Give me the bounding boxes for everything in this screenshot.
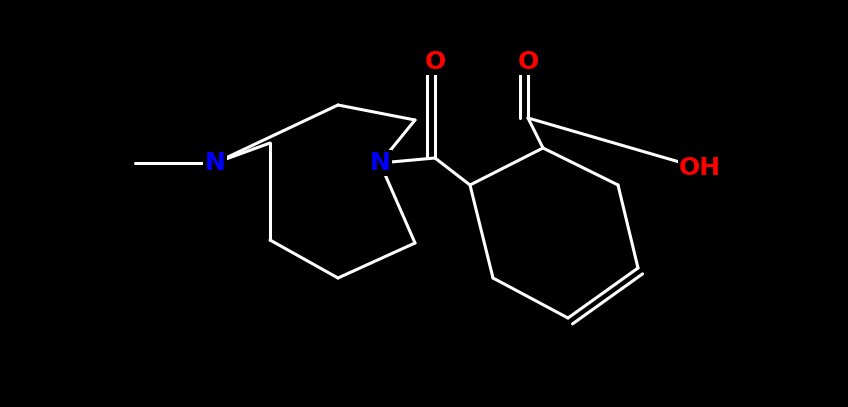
Text: O: O — [424, 50, 446, 74]
Text: N: N — [370, 151, 390, 175]
Text: N: N — [204, 151, 226, 175]
Text: O: O — [517, 50, 538, 74]
Text: OH: OH — [679, 156, 721, 180]
